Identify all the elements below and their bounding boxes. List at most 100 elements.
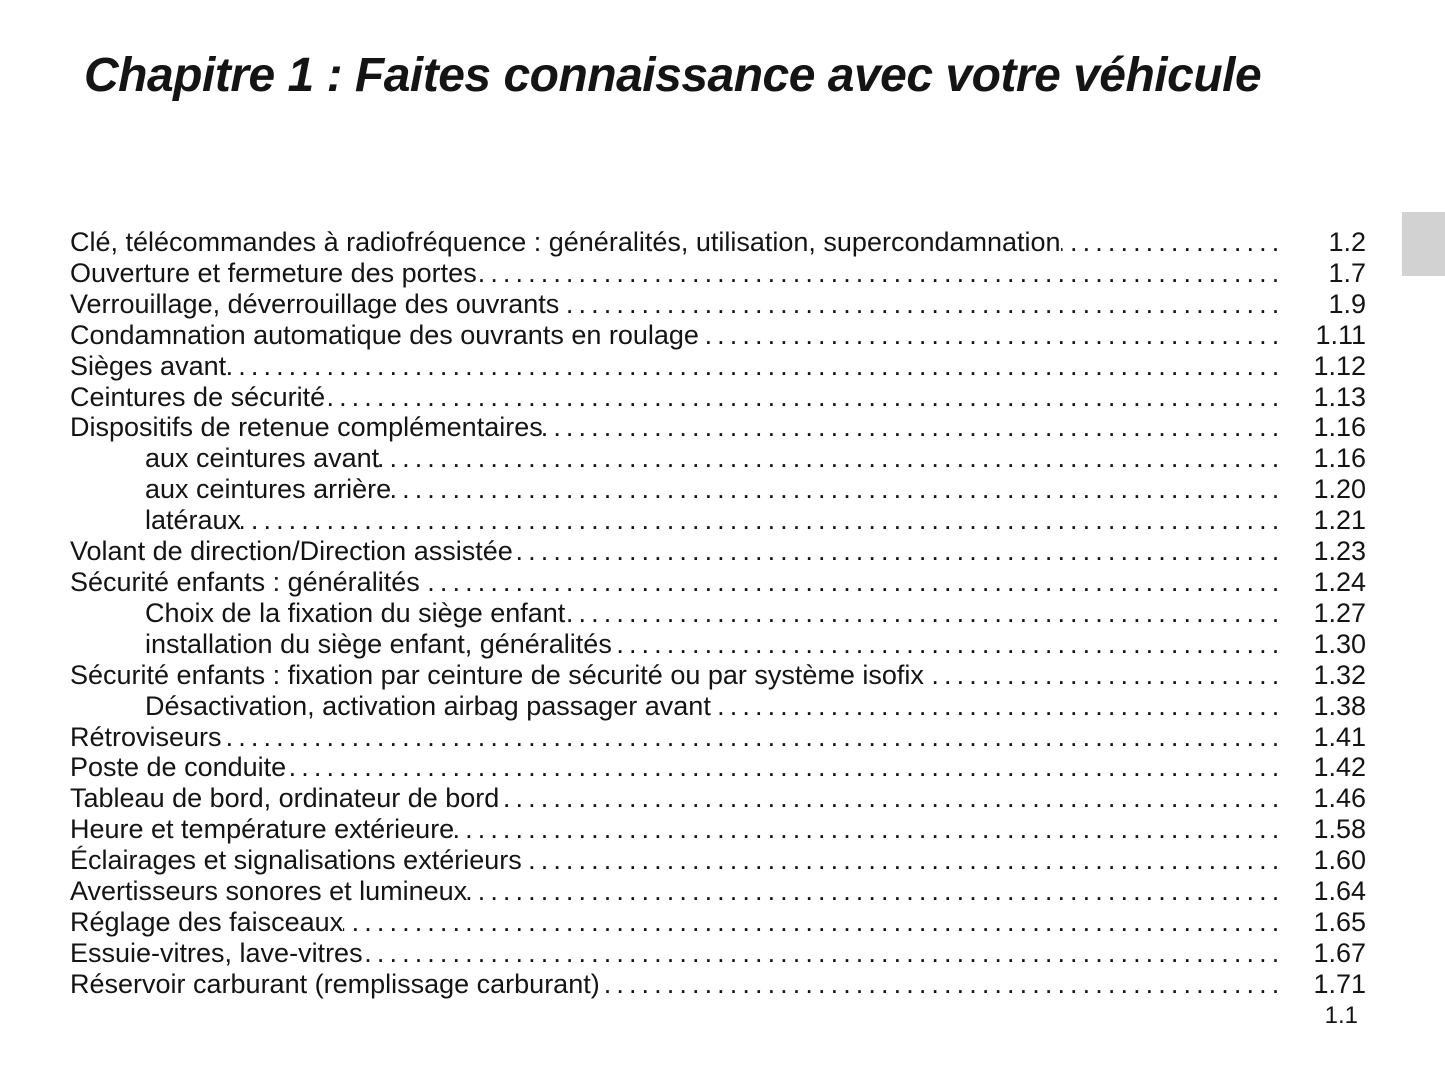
toc-entry-label: Clé, télécommandes à radiofréquence : gé… bbox=[70, 227, 1061, 257]
toc-entry-label: Choix de la fixation du siège enfant bbox=[145, 597, 566, 628]
dot-leader bbox=[241, 505, 1278, 536]
table-of-contents: Clé, télécommandes à radiofréquence : gé… bbox=[70, 227, 1366, 1000]
toc-row: Essuie-vitres, lave-vitres 1.67 bbox=[70, 938, 1366, 969]
toc-entry-label: Sièges avant bbox=[70, 350, 227, 381]
dot-leader bbox=[343, 907, 1278, 938]
dot-leader bbox=[467, 876, 1278, 907]
toc-entry-label: Condamnation automatique des ouvrants en… bbox=[70, 319, 699, 350]
toc-entry-page: 1.21 bbox=[1313, 505, 1366, 536]
dot-leader bbox=[222, 722, 1278, 753]
toc-row: Ceintures de sécurité 1.13 bbox=[70, 382, 1366, 413]
toc-entry-page: 1.42 bbox=[1313, 752, 1366, 783]
toc-row: Réglage des faisceaux 1.65 bbox=[70, 907, 1366, 938]
toc-entry-page: 1.65 bbox=[1313, 906, 1366, 937]
dot-leader bbox=[325, 382, 1278, 413]
dot-leader bbox=[391, 474, 1278, 505]
toc-entry-page: 1.30 bbox=[1313, 628, 1366, 659]
toc-row: Éclairages et signalisations extérieurs 1… bbox=[70, 845, 1366, 876]
dot-leader bbox=[286, 752, 1278, 783]
toc-entry-label: Tableau de bord, ordinateur de bord bbox=[70, 783, 500, 814]
toc-entry-label: Ouverture et fermeture des portes bbox=[70, 257, 477, 288]
toc-entry-label: Désactivation, activation airbag passage… bbox=[145, 690, 711, 721]
dot-leader bbox=[499, 783, 1278, 814]
toc-row: Condamnation automatique des ouvrants en… bbox=[70, 320, 1366, 351]
toc-entry-page: 1.58 bbox=[1313, 814, 1366, 845]
toc-row: Ouverture et fermeture des portes 1.7 bbox=[70, 258, 1366, 289]
toc-entry-label: Sécurité enfants : fixation par ceinture… bbox=[70, 659, 924, 690]
dot-leader bbox=[711, 691, 1278, 722]
toc-entry-label: aux ceintures arrière bbox=[145, 474, 392, 505]
toc-entry-page: 1.13 bbox=[1313, 381, 1366, 412]
toc-entry-label: Essuie-vitres, lave-vitres bbox=[70, 937, 363, 968]
toc-row: Sécurité enfants : fixation par ceinture… bbox=[70, 660, 1366, 691]
toc-entry-label: Ceintures de sécurité bbox=[70, 381, 326, 412]
toc-entry-label: Poste de conduite bbox=[70, 752, 287, 783]
toc-entry-page: 1.2 bbox=[1328, 227, 1366, 257]
toc-entry-page: 1.9 bbox=[1328, 288, 1366, 319]
toc-row: Avertisseurs sonores et lumineux 1.64 bbox=[70, 876, 1366, 907]
toc-entry-page: 1.20 bbox=[1313, 474, 1366, 505]
toc-entry-label: Verrouillage, déverrouillage des ouvrant… bbox=[70, 288, 560, 319]
dot-leader bbox=[924, 660, 1278, 691]
toc-entry-page: 1.67 bbox=[1313, 937, 1366, 968]
toc-entry-page: 1.11 bbox=[1315, 319, 1366, 350]
toc-entry-label: Sécurité enfants : généralités bbox=[70, 566, 420, 597]
toc-row: Sécurité enfants : généralités 1.24 bbox=[70, 567, 1366, 598]
toc-row: Heure et température extérieure 1.58 bbox=[70, 814, 1366, 845]
toc-entry-page: 1.12 bbox=[1313, 350, 1366, 381]
toc-entry-label: Réservoir carburant (remplissage carbura… bbox=[70, 968, 600, 999]
toc-row: Dispositifs de retenue complémentaires 1.… bbox=[70, 412, 1366, 443]
toc-row: Choix de la fixation du siège enfant 1.27 bbox=[70, 598, 1366, 629]
toc-row: installation du siège enfant, généralité… bbox=[70, 629, 1366, 660]
page-number-footer: 1.1 bbox=[1324, 1002, 1358, 1029]
dot-leader bbox=[612, 629, 1278, 660]
toc-entry-page: 1.46 bbox=[1313, 783, 1366, 814]
dot-leader bbox=[379, 443, 1278, 474]
toc-entry-label: Réglage des faisceaux bbox=[70, 906, 344, 937]
toc-entry-label: aux ceintures avant bbox=[145, 443, 380, 474]
toc-entry-page: 1.16 bbox=[1313, 443, 1366, 474]
dot-leader bbox=[454, 814, 1278, 845]
toc-entry-label: Rétroviseurs bbox=[70, 721, 222, 752]
dot-leader bbox=[543, 412, 1278, 443]
dot-leader bbox=[420, 567, 1278, 598]
toc-entry-page: 1.23 bbox=[1313, 536, 1366, 567]
toc-entry-page: 1.64 bbox=[1313, 876, 1366, 907]
toc-entry-page: 1.60 bbox=[1313, 845, 1366, 876]
dot-leader bbox=[522, 845, 1278, 876]
toc-row: aux ceintures arrière 1.20 bbox=[70, 474, 1366, 505]
toc-entry-label: Avertisseurs sonores et lumineux bbox=[70, 876, 468, 907]
toc-row: Désactivation, activation airbag passage… bbox=[70, 691, 1366, 722]
toc-entry-page: 1.7 bbox=[1328, 257, 1366, 288]
toc-entry-page: 1.38 bbox=[1313, 690, 1366, 721]
dot-leader bbox=[477, 258, 1278, 289]
toc-row: Clé, télécommandes à radiofréquence : gé… bbox=[70, 227, 1366, 258]
toc-entry-label: Dispositifs de retenue complémentaires bbox=[70, 412, 543, 443]
toc-row: Réservoir carburant (remplissage carbura… bbox=[70, 969, 1366, 1000]
toc-entry-label: Volant de direction/Direction assistée bbox=[70, 536, 513, 567]
dot-leader bbox=[1061, 227, 1278, 258]
toc-row: Rétroviseurs 1.41 bbox=[70, 722, 1366, 753]
dot-leader bbox=[699, 320, 1278, 351]
toc-entry-page: 1.32 bbox=[1313, 659, 1366, 690]
toc-row: Poste de conduite 1.42 bbox=[70, 752, 1366, 783]
toc-entry-label: installation du siège enfant, généralité… bbox=[145, 628, 612, 659]
dot-leader bbox=[565, 598, 1278, 629]
toc-row: Tableau de bord, ordinateur de bord 1.46 bbox=[70, 783, 1366, 814]
toc-entry-page: 1.24 bbox=[1313, 566, 1366, 597]
dot-leader bbox=[513, 536, 1278, 567]
toc-entry-label: Heure et température extérieure bbox=[70, 814, 455, 845]
dot-leader bbox=[226, 351, 1278, 382]
toc-row: Volant de direction/Direction assistée 1.… bbox=[70, 536, 1366, 567]
toc-row: Verrouillage, déverrouillage des ouvrant… bbox=[70, 289, 1366, 320]
dot-leader bbox=[600, 969, 1278, 1000]
dot-leader bbox=[363, 938, 1278, 969]
dot-leader bbox=[559, 289, 1278, 320]
toc-entry-label: Éclairages et signalisations extérieurs bbox=[70, 845, 522, 876]
toc-row: aux ceintures avant 1.16 bbox=[70, 443, 1366, 474]
toc-entry-page: 1.16 bbox=[1313, 412, 1366, 443]
toc-entry-page: 1.27 bbox=[1313, 597, 1366, 628]
chapter-title: Chapitre 1 : Faites connaissance avec vo… bbox=[84, 49, 1262, 103]
toc-entry-page: 1.41 bbox=[1313, 721, 1366, 752]
toc-entry-page: 1.71 bbox=[1313, 968, 1366, 999]
